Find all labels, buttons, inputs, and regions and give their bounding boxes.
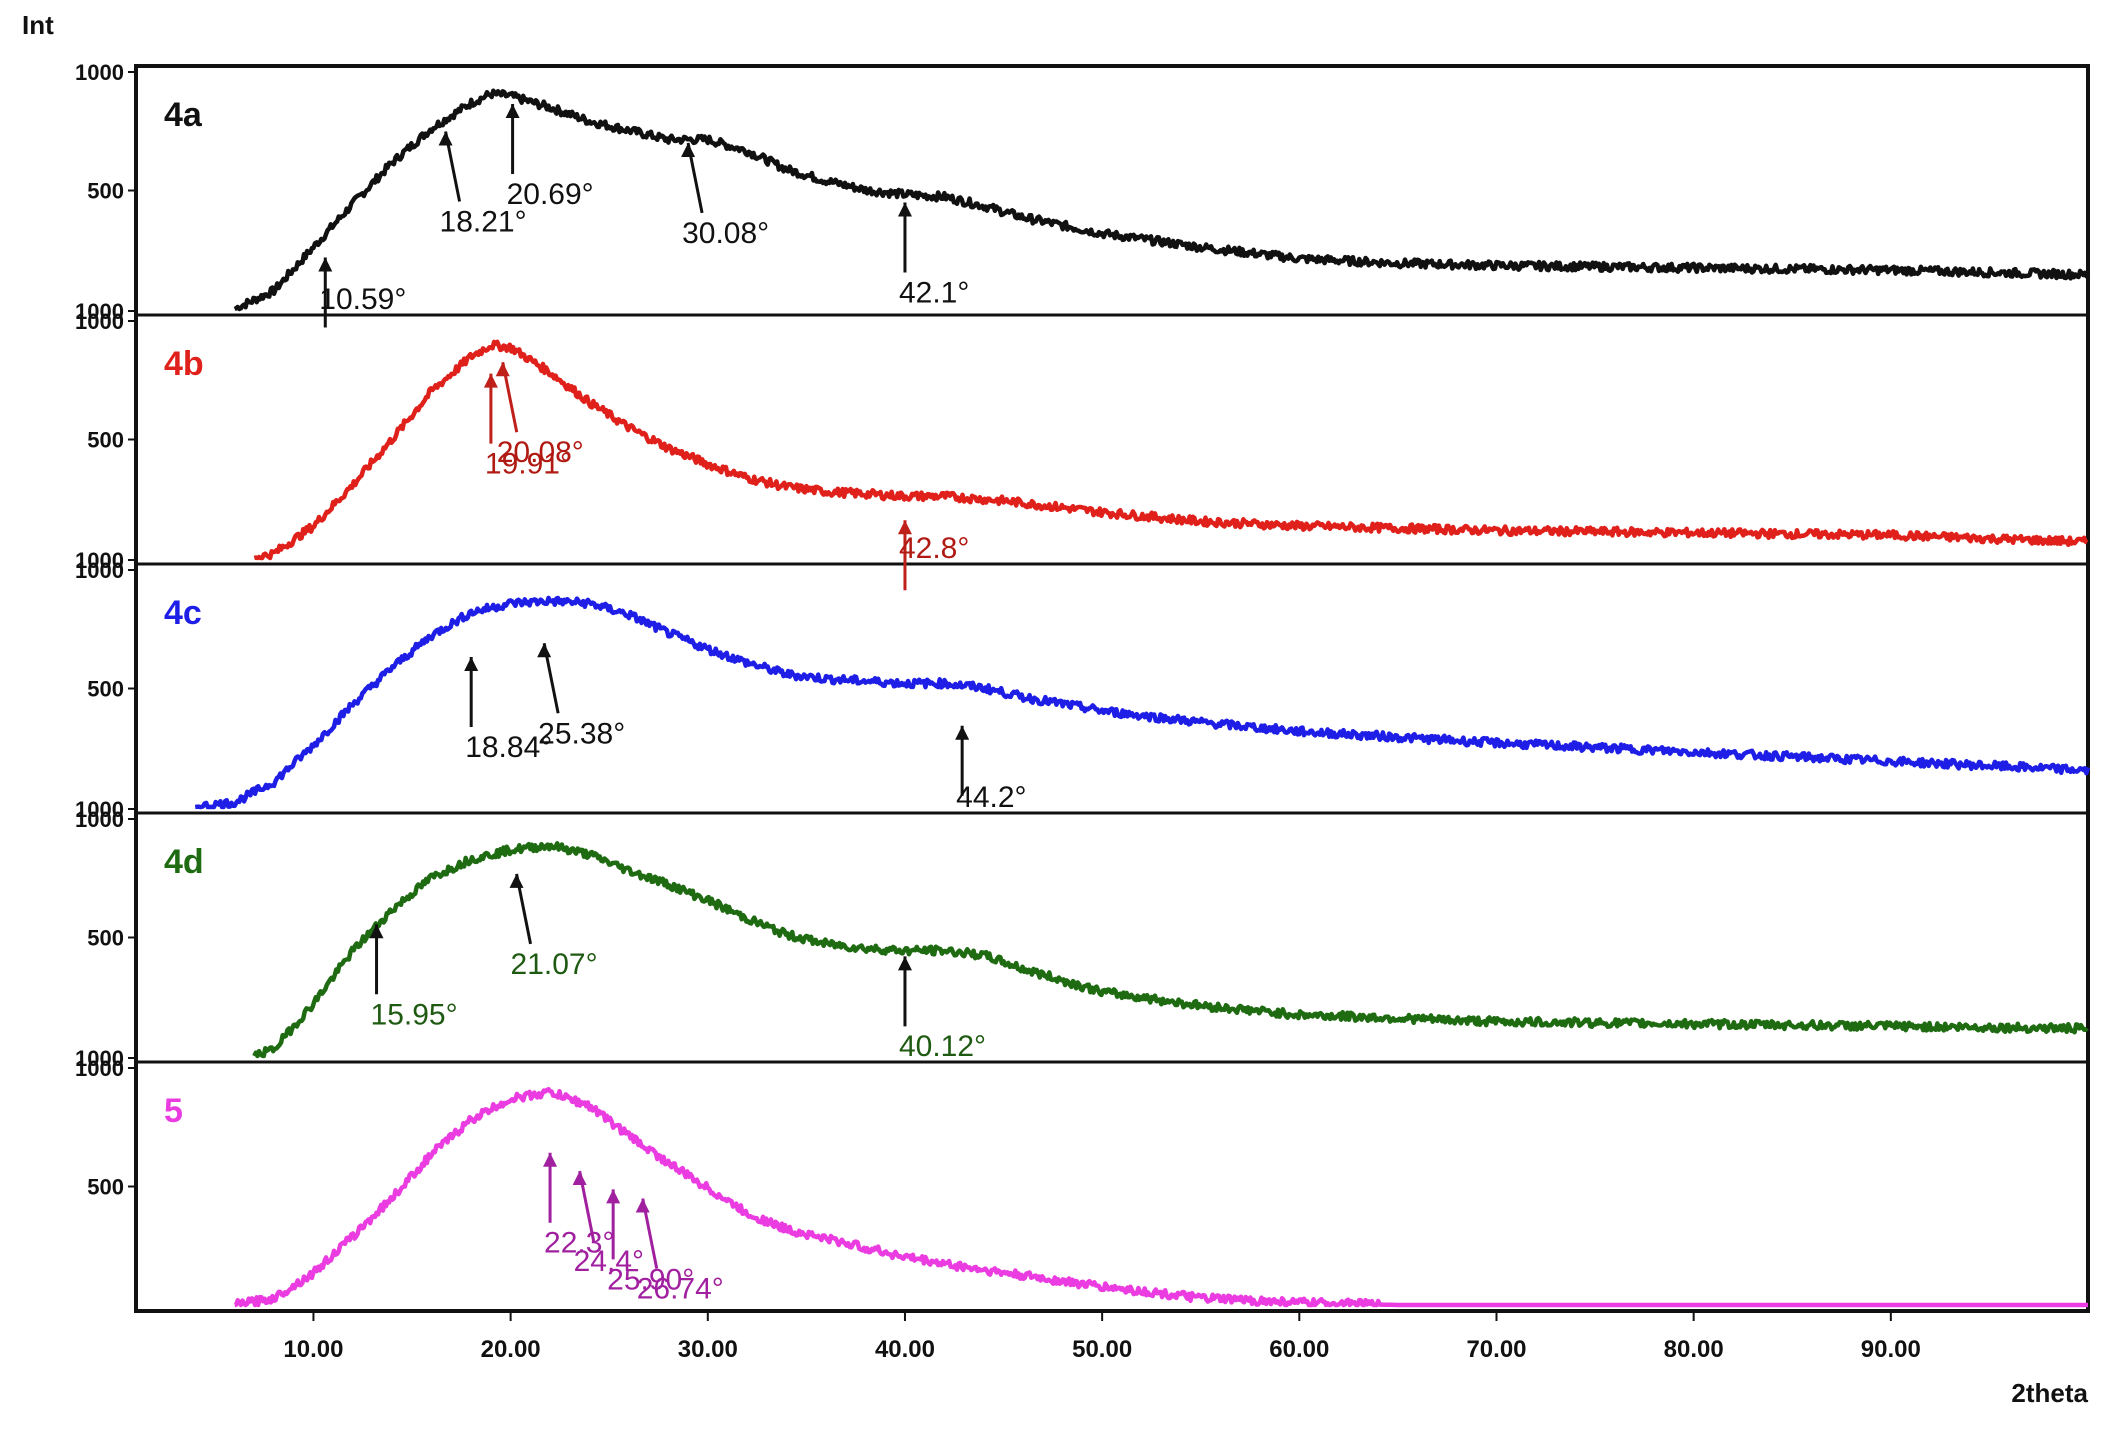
annotation-label: 26.74° — [637, 1273, 724, 1306]
x-tick-label: 90.00 — [1861, 1336, 1921, 1363]
annotation-arrowhead — [897, 956, 912, 971]
y-tick-label: 1000 — [75, 797, 124, 822]
y-tick-label: 1000 — [75, 807, 124, 832]
chart-frame: 100050010004a100050010004b100050010004c1… — [75, 60, 2090, 1363]
panel-label: 4c — [164, 594, 202, 632]
annotation-arrowhead — [681, 142, 696, 157]
y-tick-label: 1000 — [75, 1056, 124, 1081]
series-line-4a — [233, 88, 2089, 312]
annotation-label: 25.38° — [538, 717, 625, 750]
y-tick-label: 1000 — [75, 60, 124, 85]
y-axis-label: Int — [22, 10, 54, 40]
annotation-arrowhead — [509, 873, 524, 888]
annotation-arrowhead — [955, 725, 970, 740]
annotation-label: 20.69° — [507, 178, 594, 211]
annotation-arrowhead — [897, 520, 912, 535]
annotation-label: 20.08° — [497, 436, 584, 469]
annotation-label: 22.3° — [544, 1227, 614, 1260]
x-tick-label: 50.00 — [1072, 1336, 1132, 1363]
panel-label: 5 — [164, 1092, 183, 1130]
panel-label: 4b — [164, 345, 204, 383]
annotation-label: 44.2° — [956, 781, 1026, 814]
annotation-arrowhead — [369, 924, 384, 939]
y-tick-label: 1000 — [75, 299, 124, 324]
annotation-label: 10.59° — [319, 283, 406, 316]
y-tick-label: 500 — [87, 926, 124, 951]
annotation-arrowhead — [318, 257, 333, 272]
annotation-arrowhead — [483, 373, 498, 388]
annotation-label: 42.1° — [899, 277, 969, 310]
series-line-4d — [252, 841, 2089, 1059]
y-tick-label: 1000 — [75, 309, 124, 334]
annotation-arrowhead — [505, 104, 520, 119]
x-tick-label: 10.00 — [283, 1336, 343, 1363]
annotation-arrowhead — [438, 131, 453, 146]
annotation-label: 21.07° — [511, 948, 598, 981]
x-tick-label: 80.00 — [1664, 1336, 1724, 1363]
y-tick-label: 1000 — [75, 548, 124, 573]
x-tick-label: 40.00 — [875, 1336, 935, 1363]
annotation-arrowhead — [897, 202, 912, 217]
series-line-4b — [253, 339, 2089, 561]
annotation-label: 24.4° — [574, 1245, 644, 1278]
series-line-5 — [233, 1086, 2089, 1308]
plot-area: 10.59° 18.21°20.69° 30.08° 42.1° 19.91°20.08… — [194, 88, 2091, 1308]
annotation-arrowhead — [572, 1171, 587, 1186]
annotation-label: 18.21° — [440, 206, 527, 239]
annotation-arrowhead — [635, 1198, 650, 1213]
panel-label: 4a — [164, 96, 203, 134]
x-tick-label: 20.00 — [481, 1336, 541, 1363]
y-tick-label: 1000 — [75, 558, 124, 583]
annotation-label: 42.8° — [899, 532, 969, 565]
x-axis-label: 2theta — [2011, 1378, 2088, 1408]
y-tick-label: 500 — [87, 677, 124, 702]
annotation-arrowhead — [464, 656, 479, 671]
x-tick-label: 60.00 — [1269, 1336, 1329, 1363]
annotation-arrowhead — [537, 643, 552, 658]
series-line-4c — [194, 595, 2091, 810]
annotation-label: 18.84° — [465, 731, 552, 764]
annotation-label: 15.95° — [371, 998, 458, 1031]
y-tick-label: 500 — [87, 428, 124, 453]
annotation-label: 19.91° — [485, 448, 572, 481]
y-tick-label: 1000 — [75, 1046, 124, 1071]
y-tick-label: 500 — [87, 1175, 124, 1200]
annotation-arrowhead — [606, 1189, 621, 1204]
x-tick-label: 30.00 — [678, 1336, 738, 1363]
annotation-label: 25.90° — [607, 1263, 694, 1296]
annotation-label: 40.12° — [899, 1030, 986, 1063]
y-tick-label: 500 — [87, 179, 124, 204]
x-tick-label: 70.00 — [1466, 1336, 1526, 1363]
annotation-arrowhead — [543, 1152, 558, 1167]
annotation-arrowhead — [495, 362, 510, 377]
plot-border — [134, 64, 2090, 1313]
panel-label: 4d — [164, 843, 204, 881]
annotation-label: 30.08° — [682, 217, 769, 250]
